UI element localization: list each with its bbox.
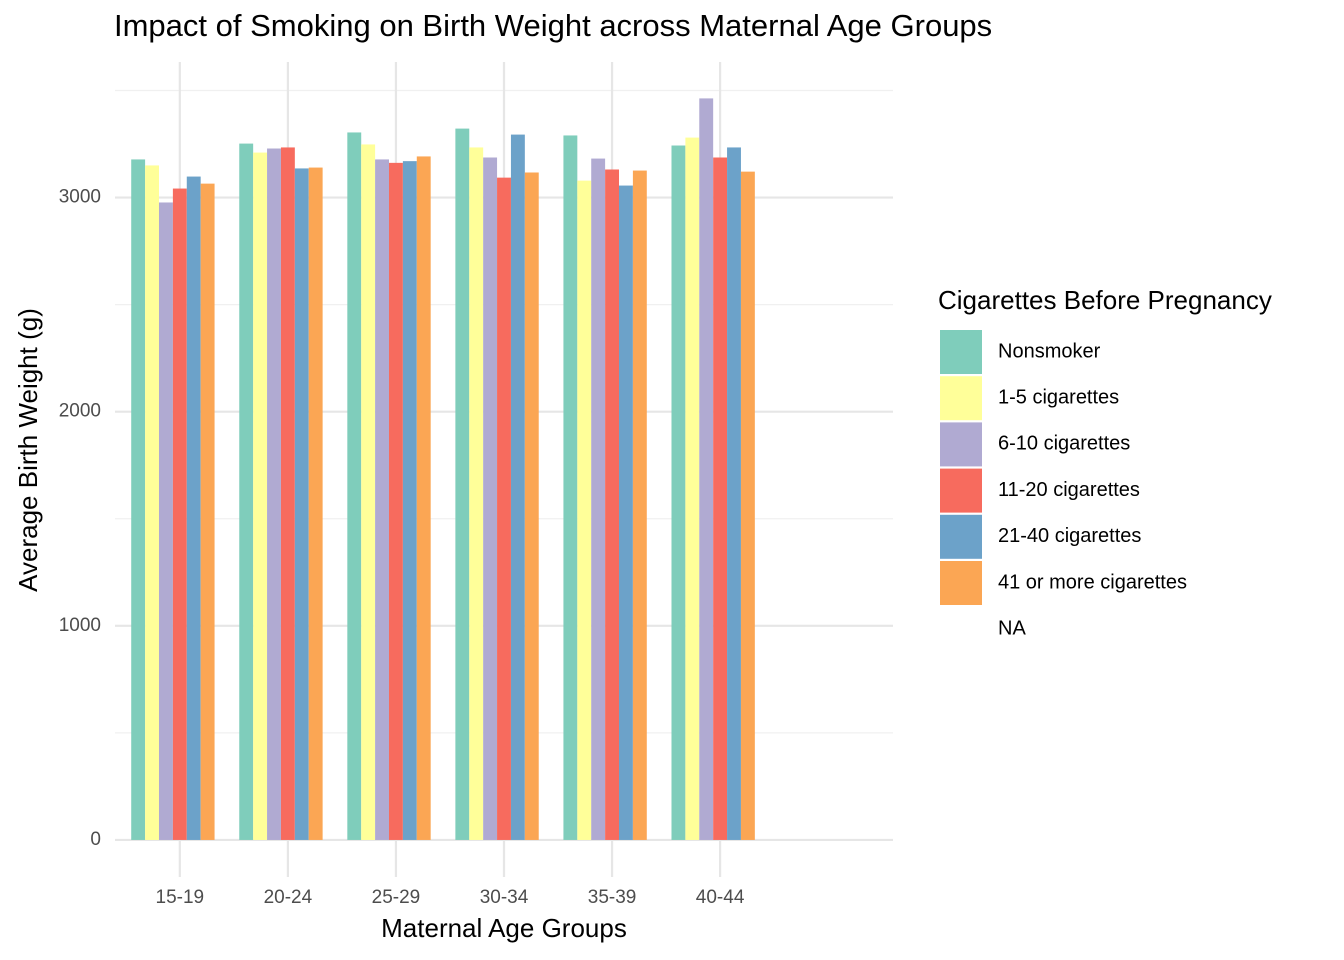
bar bbox=[267, 148, 281, 840]
bar bbox=[402, 161, 417, 840]
bar bbox=[524, 172, 539, 840]
legend-swatch bbox=[940, 330, 982, 374]
bar bbox=[510, 134, 525, 840]
legend-label: 41 or more cigarettes bbox=[998, 571, 1187, 593]
y-tick-label: 3000 bbox=[59, 187, 101, 208]
legend-label: 11-20 cigarettes bbox=[998, 479, 1140, 501]
bar bbox=[239, 143, 254, 840]
bar bbox=[253, 152, 268, 840]
chart-title: Impact of Smoking on Birth Weight across… bbox=[114, 8, 992, 43]
y-tick-label: 0 bbox=[90, 829, 101, 850]
bar bbox=[685, 137, 700, 840]
bar bbox=[713, 157, 728, 840]
legend-label: Nonsmoker bbox=[998, 340, 1101, 362]
legend-title: Cigarettes Before Pregnancy bbox=[938, 285, 1272, 315]
bar bbox=[455, 128, 470, 840]
legend-label: 6-10 cigarettes bbox=[998, 433, 1130, 455]
bar bbox=[347, 132, 362, 840]
bar bbox=[416, 156, 431, 840]
bar bbox=[158, 202, 173, 840]
bar bbox=[740, 171, 755, 840]
bar bbox=[361, 144, 376, 840]
x-tick-label: 35-39 bbox=[588, 887, 637, 908]
y-tick-label: 1000 bbox=[59, 615, 101, 636]
bar bbox=[172, 188, 187, 840]
bar bbox=[483, 157, 498, 840]
legend-label: 21-40 cigarettes bbox=[998, 525, 1141, 547]
bar bbox=[699, 98, 714, 840]
x-tick-label: 15-19 bbox=[156, 887, 205, 908]
bar bbox=[577, 180, 592, 840]
legend-swatch bbox=[940, 376, 982, 421]
y-tick-label: 2000 bbox=[59, 401, 101, 422]
bar bbox=[145, 165, 159, 840]
bar bbox=[280, 147, 295, 840]
bar bbox=[563, 135, 578, 840]
legend-swatch bbox=[940, 468, 982, 513]
bar bbox=[632, 170, 647, 840]
bar bbox=[605, 169, 620, 840]
bar bbox=[294, 168, 309, 840]
y-axis-title: Average Birth Weight (g) bbox=[13, 308, 43, 592]
x-tick-label: 40-44 bbox=[696, 887, 745, 908]
x-tick-label: 30-34 bbox=[480, 887, 529, 908]
legend-swatch bbox=[940, 422, 982, 467]
x-tick-label: 25-29 bbox=[372, 887, 421, 908]
legend-swatch bbox=[940, 514, 982, 559]
bar bbox=[727, 147, 741, 840]
x-axis-title: Maternal Age Groups bbox=[381, 913, 627, 943]
bar bbox=[497, 177, 511, 840]
legend-label: NA bbox=[998, 617, 1026, 639]
legend-label: 1-5 cigarettes bbox=[998, 386, 1119, 408]
legend-swatch bbox=[940, 561, 982, 605]
x-tick-label: 20-24 bbox=[264, 887, 313, 908]
bar bbox=[591, 158, 606, 840]
bar bbox=[388, 162, 403, 840]
bar bbox=[308, 167, 323, 840]
bar bbox=[186, 176, 201, 840]
bar bbox=[200, 183, 215, 840]
bar bbox=[469, 147, 484, 840]
bar bbox=[671, 145, 686, 840]
bar bbox=[131, 159, 146, 840]
bar bbox=[619, 185, 633, 840]
bar bbox=[375, 159, 389, 840]
